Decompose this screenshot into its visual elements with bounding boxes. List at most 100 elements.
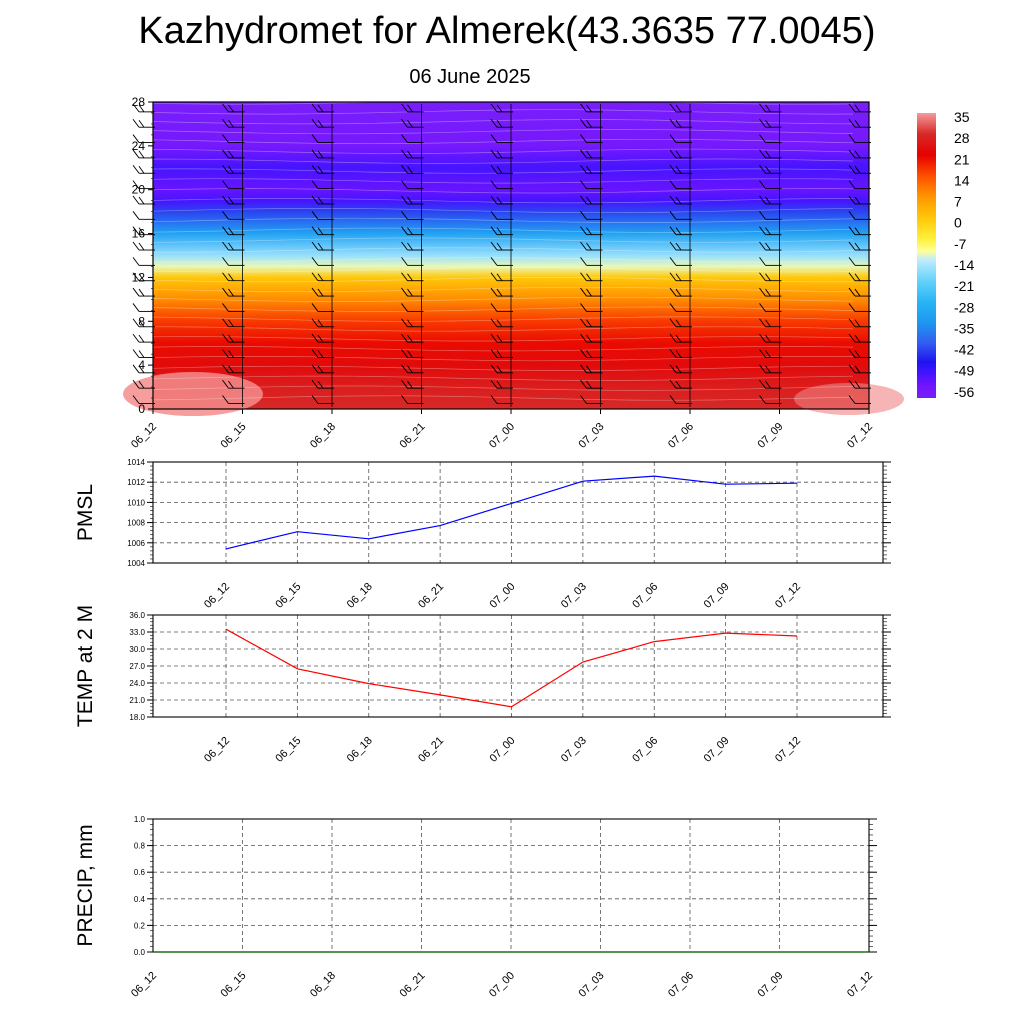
wind-barb-flag <box>222 395 229 404</box>
contour-line <box>152 257 854 263</box>
contour-line <box>152 395 854 401</box>
wind-barb-flag <box>496 350 503 358</box>
wind-barb-flag <box>228 350 234 358</box>
wind-barb-flag <box>848 272 856 281</box>
wind-barb-flag <box>490 318 498 328</box>
x-tick-label: 07_09 <box>756 970 786 1000</box>
wind-barb-flag <box>675 273 682 281</box>
y-tick-label: 28 <box>132 95 146 109</box>
wind-barb-flag <box>317 196 324 205</box>
wind-barb-flag <box>401 180 408 189</box>
wind-barb-flag <box>317 227 324 235</box>
x-tick-label: 07_09 <box>702 735 732 765</box>
wind-barb-flag <box>222 134 229 143</box>
wind-barb-flag <box>669 226 677 235</box>
colorbar-label: 28 <box>954 130 970 146</box>
wind-barb-flag <box>401 395 408 404</box>
wind-barb-flag <box>132 349 140 358</box>
wind-barb-flag <box>132 333 140 343</box>
y-tick-label: 0.2 <box>134 921 146 930</box>
wind-barb-flag <box>765 380 771 389</box>
wind-barb-flag <box>407 227 413 235</box>
wind-barb-flag <box>675 104 682 113</box>
wind-barb-flag <box>138 166 145 174</box>
wind-barb-flag <box>765 319 771 328</box>
wind-barb-flag <box>490 195 498 205</box>
wind-barb-flag <box>317 273 324 281</box>
wind-barb-flag <box>580 333 587 343</box>
wind-barb-flag <box>759 257 766 266</box>
wind-barb-flag <box>669 118 677 128</box>
y-axis-label: TEMP at 2 M <box>74 605 97 727</box>
colorbar-label: 7 <box>954 194 962 210</box>
wind-barb-flag <box>317 380 324 389</box>
wind-barb-flag <box>765 196 771 205</box>
wind-barb-flag <box>675 119 682 128</box>
wind-barb-flag <box>848 241 856 251</box>
wind-barb-flag <box>669 195 677 205</box>
wind-barb-flag <box>222 103 229 113</box>
wind-barb-flag <box>228 365 234 374</box>
wind-barb-flag <box>848 318 856 328</box>
wind-barb-flag <box>132 303 140 312</box>
wind-barb-flag <box>490 241 498 251</box>
wind-barb-flag <box>759 379 766 389</box>
y-tick-label: 20 <box>132 183 146 197</box>
wind-barb-flag <box>669 134 677 143</box>
wind-barb-flag <box>759 303 766 312</box>
wind-barb-flag <box>669 257 677 266</box>
wind-barb-flag <box>669 364 677 374</box>
wind-barb-flag <box>132 134 140 143</box>
wind-barb-flag <box>490 149 498 159</box>
wind-barb-flag <box>132 364 140 374</box>
wind-barb-flag <box>854 166 861 174</box>
wind-barb-flag <box>759 395 766 404</box>
y-tick-label: 8 <box>138 314 145 328</box>
wind-barb-flag <box>669 211 677 220</box>
wind-barb-flag <box>401 257 408 266</box>
x-tick-label: 07_09 <box>702 581 732 611</box>
x-tick-label: 06_21 <box>416 735 446 765</box>
wind-barb-flag <box>132 379 140 389</box>
wind-barb-flag <box>222 318 229 328</box>
y-axis: 18.0 21.0 24.0 27.0 30.0 33.0 36.0 <box>129 611 891 722</box>
colorbar-label: 35 <box>954 109 970 125</box>
wind-barb-flag <box>222 180 229 189</box>
wind-barb-flag <box>132 149 140 159</box>
wind-barb-flag <box>228 273 234 281</box>
wind-barb-flag <box>407 119 413 128</box>
contour-line <box>152 99 854 105</box>
contour-line <box>152 306 854 312</box>
wind-barb-flag <box>222 287 229 297</box>
grid <box>153 461 883 564</box>
wind-barb-flag <box>138 104 145 113</box>
wind-barb-flag <box>586 334 592 343</box>
wind-barb-flag <box>490 287 498 297</box>
wind-barb-flag <box>765 166 771 174</box>
wind-barb-flag <box>848 303 856 312</box>
grid <box>153 614 883 718</box>
wind-barb-flag <box>496 242 503 251</box>
contour-line <box>152 385 854 391</box>
wind-barb-flag <box>580 149 587 159</box>
y-tick-label: 1010 <box>127 498 145 507</box>
wind-barb-flag <box>490 364 498 374</box>
wind-barb-flag <box>138 288 145 297</box>
wind-barb-flag <box>228 150 234 159</box>
wind-barb-flag <box>580 272 587 281</box>
wind-barb-flag <box>759 333 766 343</box>
wind-barb-flag <box>854 150 861 159</box>
wind-barb-flag <box>490 118 498 128</box>
wind-barb-flag <box>854 350 861 358</box>
wind-barb-flag <box>848 211 856 220</box>
wind-barb-flag <box>132 318 140 328</box>
wind-barb-flag <box>138 350 145 358</box>
wind-barb-flag <box>138 242 145 251</box>
wind-barb-flag <box>222 118 229 128</box>
wind-barb-flag <box>138 319 145 328</box>
x-tick-label: 06_21 <box>398 421 428 451</box>
colorbar-label: -21 <box>954 278 974 294</box>
wind-barb-flag <box>759 272 766 281</box>
wind-barb-flag <box>848 257 856 266</box>
wind-barb-flag <box>848 349 856 358</box>
